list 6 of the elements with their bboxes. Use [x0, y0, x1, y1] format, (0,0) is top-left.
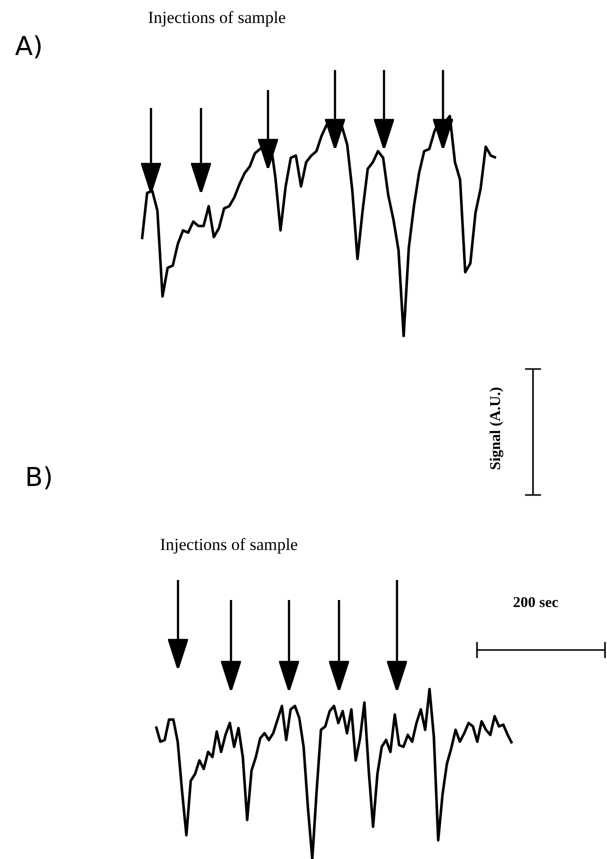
text: A)	[15, 32, 43, 62]
chart-title: Injections of sample	[160, 535, 298, 555]
text: B)	[25, 463, 53, 493]
text: 200 sec	[513, 595, 558, 612]
chart-title: Injections of sample	[148, 8, 286, 28]
text: Signal (A.U.)	[488, 387, 505, 470]
